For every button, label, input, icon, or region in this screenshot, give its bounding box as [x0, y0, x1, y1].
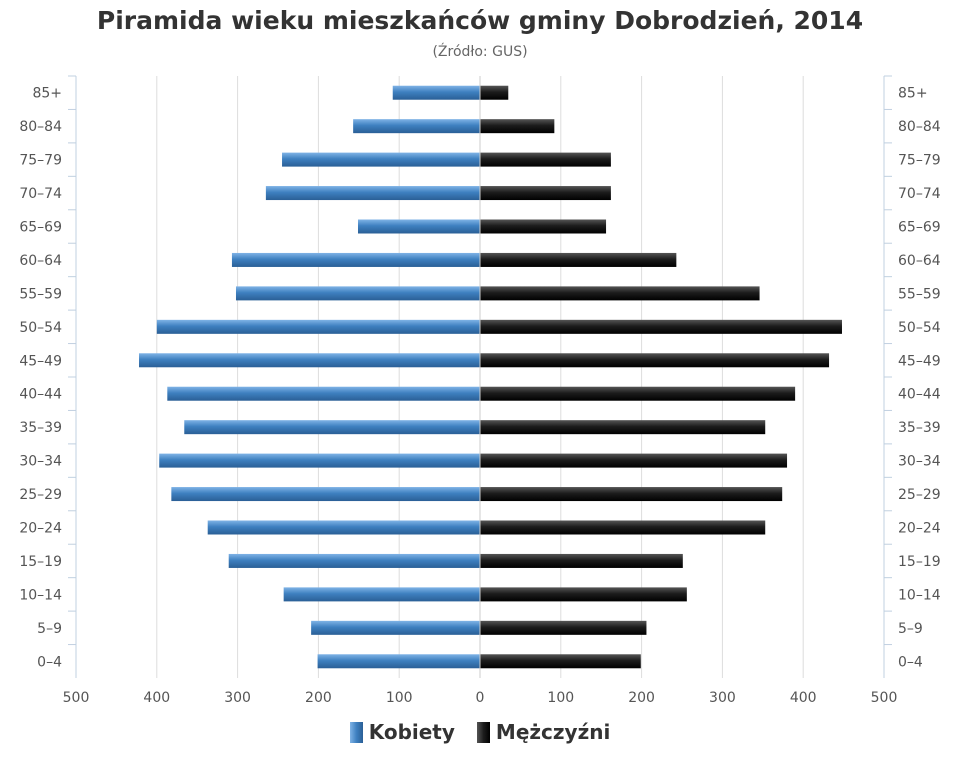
category-label-left-3: 70–74 [19, 186, 62, 202]
bar-men-7 [480, 319, 842, 334]
category-label-left-1: 80–84 [19, 119, 62, 135]
category-label-right-17: 0–4 [898, 654, 923, 670]
bar-men-1 [480, 119, 555, 134]
bar-women-2 [282, 152, 480, 167]
category-label-right-10: 35–39 [898, 420, 941, 436]
category-label-left-11: 30–34 [19, 454, 62, 470]
bar-men-5 [480, 252, 677, 267]
legend-label-men: Mężczyźni [495, 720, 611, 744]
bar-men-13 [480, 520, 766, 535]
category-label-right-4: 65–69 [898, 220, 941, 236]
bar-men-16 [480, 620, 647, 635]
bar-men-4 [480, 219, 607, 234]
bar-women-13 [207, 520, 481, 535]
category-label-left-17: 0–4 [37, 654, 62, 670]
bar-men-11 [480, 453, 788, 468]
bar-women-8 [139, 353, 481, 368]
legend: Kobiety Mężczyźni [0, 720, 960, 744]
category-label-right-12: 25–29 [898, 487, 941, 503]
x-tick-label-4: 100 [386, 690, 413, 706]
bar-women-11 [159, 453, 480, 468]
x-tick-label-5: 0 [476, 690, 485, 706]
category-label-right-9: 40–44 [898, 387, 941, 403]
category-label-right-15: 10–14 [898, 587, 941, 603]
category-label-left-9: 40–44 [19, 387, 62, 403]
category-label-left-14: 15–19 [19, 554, 62, 570]
x-tick-label-3: 200 [305, 690, 332, 706]
bar-women-9 [167, 386, 480, 401]
category-label-left-5: 60–64 [19, 253, 62, 269]
category-label-right-1: 80–84 [898, 119, 941, 135]
bar-women-7 [156, 319, 481, 334]
category-label-left-7: 50–54 [19, 320, 62, 336]
category-label-left-2: 75–79 [19, 153, 62, 169]
bar-women-4 [357, 219, 480, 234]
category-label-right-14: 15–19 [898, 554, 941, 570]
x-tick-label-6: 100 [547, 690, 574, 706]
category-label-right-3: 70–74 [898, 186, 941, 202]
category-label-left-0: 85+ [32, 86, 62, 102]
bar-women-0 [392, 85, 480, 100]
bar-men-9 [480, 386, 796, 401]
category-label-left-6: 55–59 [19, 286, 62, 302]
bar-men-10 [480, 420, 766, 435]
x-tick-label-8: 300 [709, 690, 736, 706]
bar-women-15 [283, 587, 480, 602]
chart-subtitle: (Źródło: GUS) [432, 44, 528, 60]
bar-men-15 [480, 587, 687, 602]
category-label-right-0: 85+ [898, 86, 928, 102]
bar-women-16 [311, 620, 480, 635]
x-tick-label-9: 400 [790, 690, 817, 706]
category-label-right-16: 5–9 [898, 621, 923, 637]
bar-women-6 [235, 286, 480, 301]
category-label-right-8: 45–49 [898, 353, 941, 369]
x-tick-label-10: 500 [871, 690, 898, 706]
category-label-left-16: 5–9 [37, 621, 62, 637]
bar-men-0 [480, 85, 509, 100]
bar-men-2 [480, 152, 611, 167]
legend-item-men[interactable]: Mężczyźni [476, 720, 611, 744]
category-label-right-11: 30–34 [898, 454, 941, 470]
category-label-left-10: 35–39 [19, 420, 62, 436]
bar-men-17 [480, 654, 641, 669]
x-tick-label-1: 400 [143, 690, 170, 706]
chart-title: Piramida wieku mieszkańców gminy Dobrodz… [96, 6, 864, 35]
category-label-right-5: 60–64 [898, 253, 941, 269]
category-label-left-8: 45–49 [19, 353, 62, 369]
category-label-right-2: 75–79 [898, 153, 941, 169]
bar-women-17 [317, 654, 480, 669]
legend-item-women[interactable]: Kobiety [349, 720, 455, 744]
legend-label-women: Kobiety [368, 720, 455, 744]
category-label-left-12: 25–29 [19, 487, 62, 503]
bar-men-14 [480, 553, 683, 568]
bar-women-14 [228, 553, 480, 568]
bar-men-6 [480, 286, 760, 301]
x-tick-label-7: 200 [628, 690, 655, 706]
category-label-right-13: 20–24 [898, 521, 941, 537]
bar-men-3 [480, 186, 611, 201]
x-tick-label-0: 500 [63, 690, 90, 706]
bar-women-3 [265, 186, 480, 201]
bar-women-10 [184, 420, 480, 435]
legend-swatch-women [349, 721, 363, 743]
x-tick-label-2: 300 [224, 690, 251, 706]
legend-swatch-men [476, 721, 490, 743]
category-label-left-13: 20–24 [19, 521, 62, 537]
bar-women-5 [231, 252, 480, 267]
category-label-left-15: 10–14 [19, 587, 62, 603]
bar-women-12 [171, 487, 480, 502]
category-label-right-6: 55–59 [898, 286, 941, 302]
category-label-left-4: 65–69 [19, 220, 62, 236]
bar-men-12 [480, 487, 783, 502]
bar-women-1 [353, 119, 480, 134]
category-label-right-7: 50–54 [898, 320, 941, 336]
bar-men-8 [480, 353, 830, 368]
